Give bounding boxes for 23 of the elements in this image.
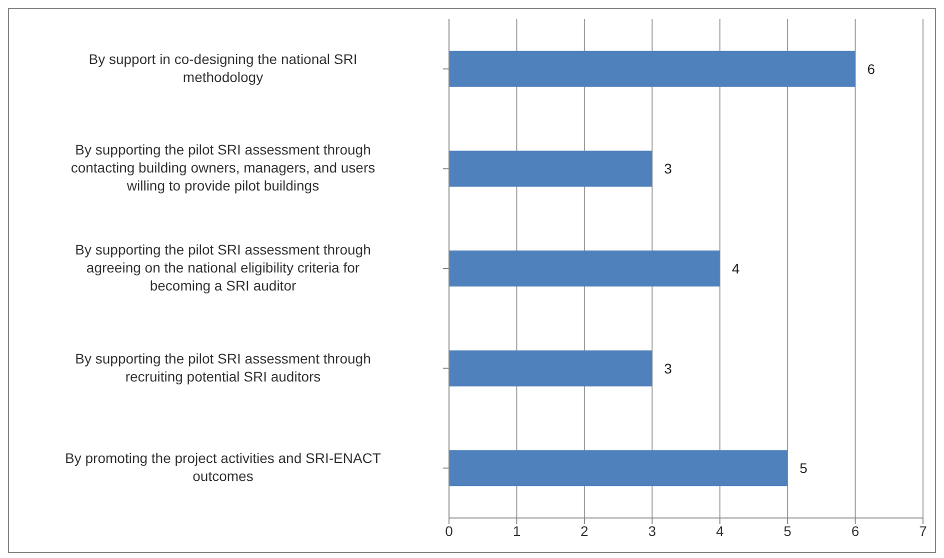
y-tick-label: By support in co-designing the national SRI methodology: [88, 50, 358, 85]
data-label: 5: [800, 460, 808, 476]
bar: [449, 150, 652, 187]
x-tick-label: 2: [580, 522, 589, 539]
bar: [449, 450, 788, 486]
x-tick-label: 3: [648, 522, 656, 539]
data-label: 3: [664, 160, 672, 177]
bar: [449, 50, 856, 87]
data-label: 3: [664, 360, 672, 376]
data-label: 6: [867, 60, 876, 77]
x-tick-label: 0: [445, 522, 454, 539]
y-tick-label: By supporting the pilot SRI assessment through recruiting potential SRI auditors: [75, 350, 371, 384]
y-tick-label: By promoting the project activities and SRI-ENACT outcomes: [65, 450, 382, 484]
x-tick-label: 5: [784, 522, 792, 539]
y-tick-label: By supporting the pilot SRI assessment through agreeing on the national eligibility criteria for becoming a SRI auditor: [75, 241, 371, 294]
y-tick-label: By supporting the pilot SRI assessment through contacting building owners, managers, and users willing to provide pilot buildings: [70, 141, 376, 194]
x-tick-label: 7: [919, 522, 928, 539]
x-tick-label: 4: [716, 522, 724, 539]
x-tick-label: 6: [851, 522, 860, 539]
bar: [449, 250, 720, 287]
bar: [449, 350, 652, 386]
x-tick-label: 1: [512, 522, 521, 539]
data-label: 4: [732, 260, 740, 277]
